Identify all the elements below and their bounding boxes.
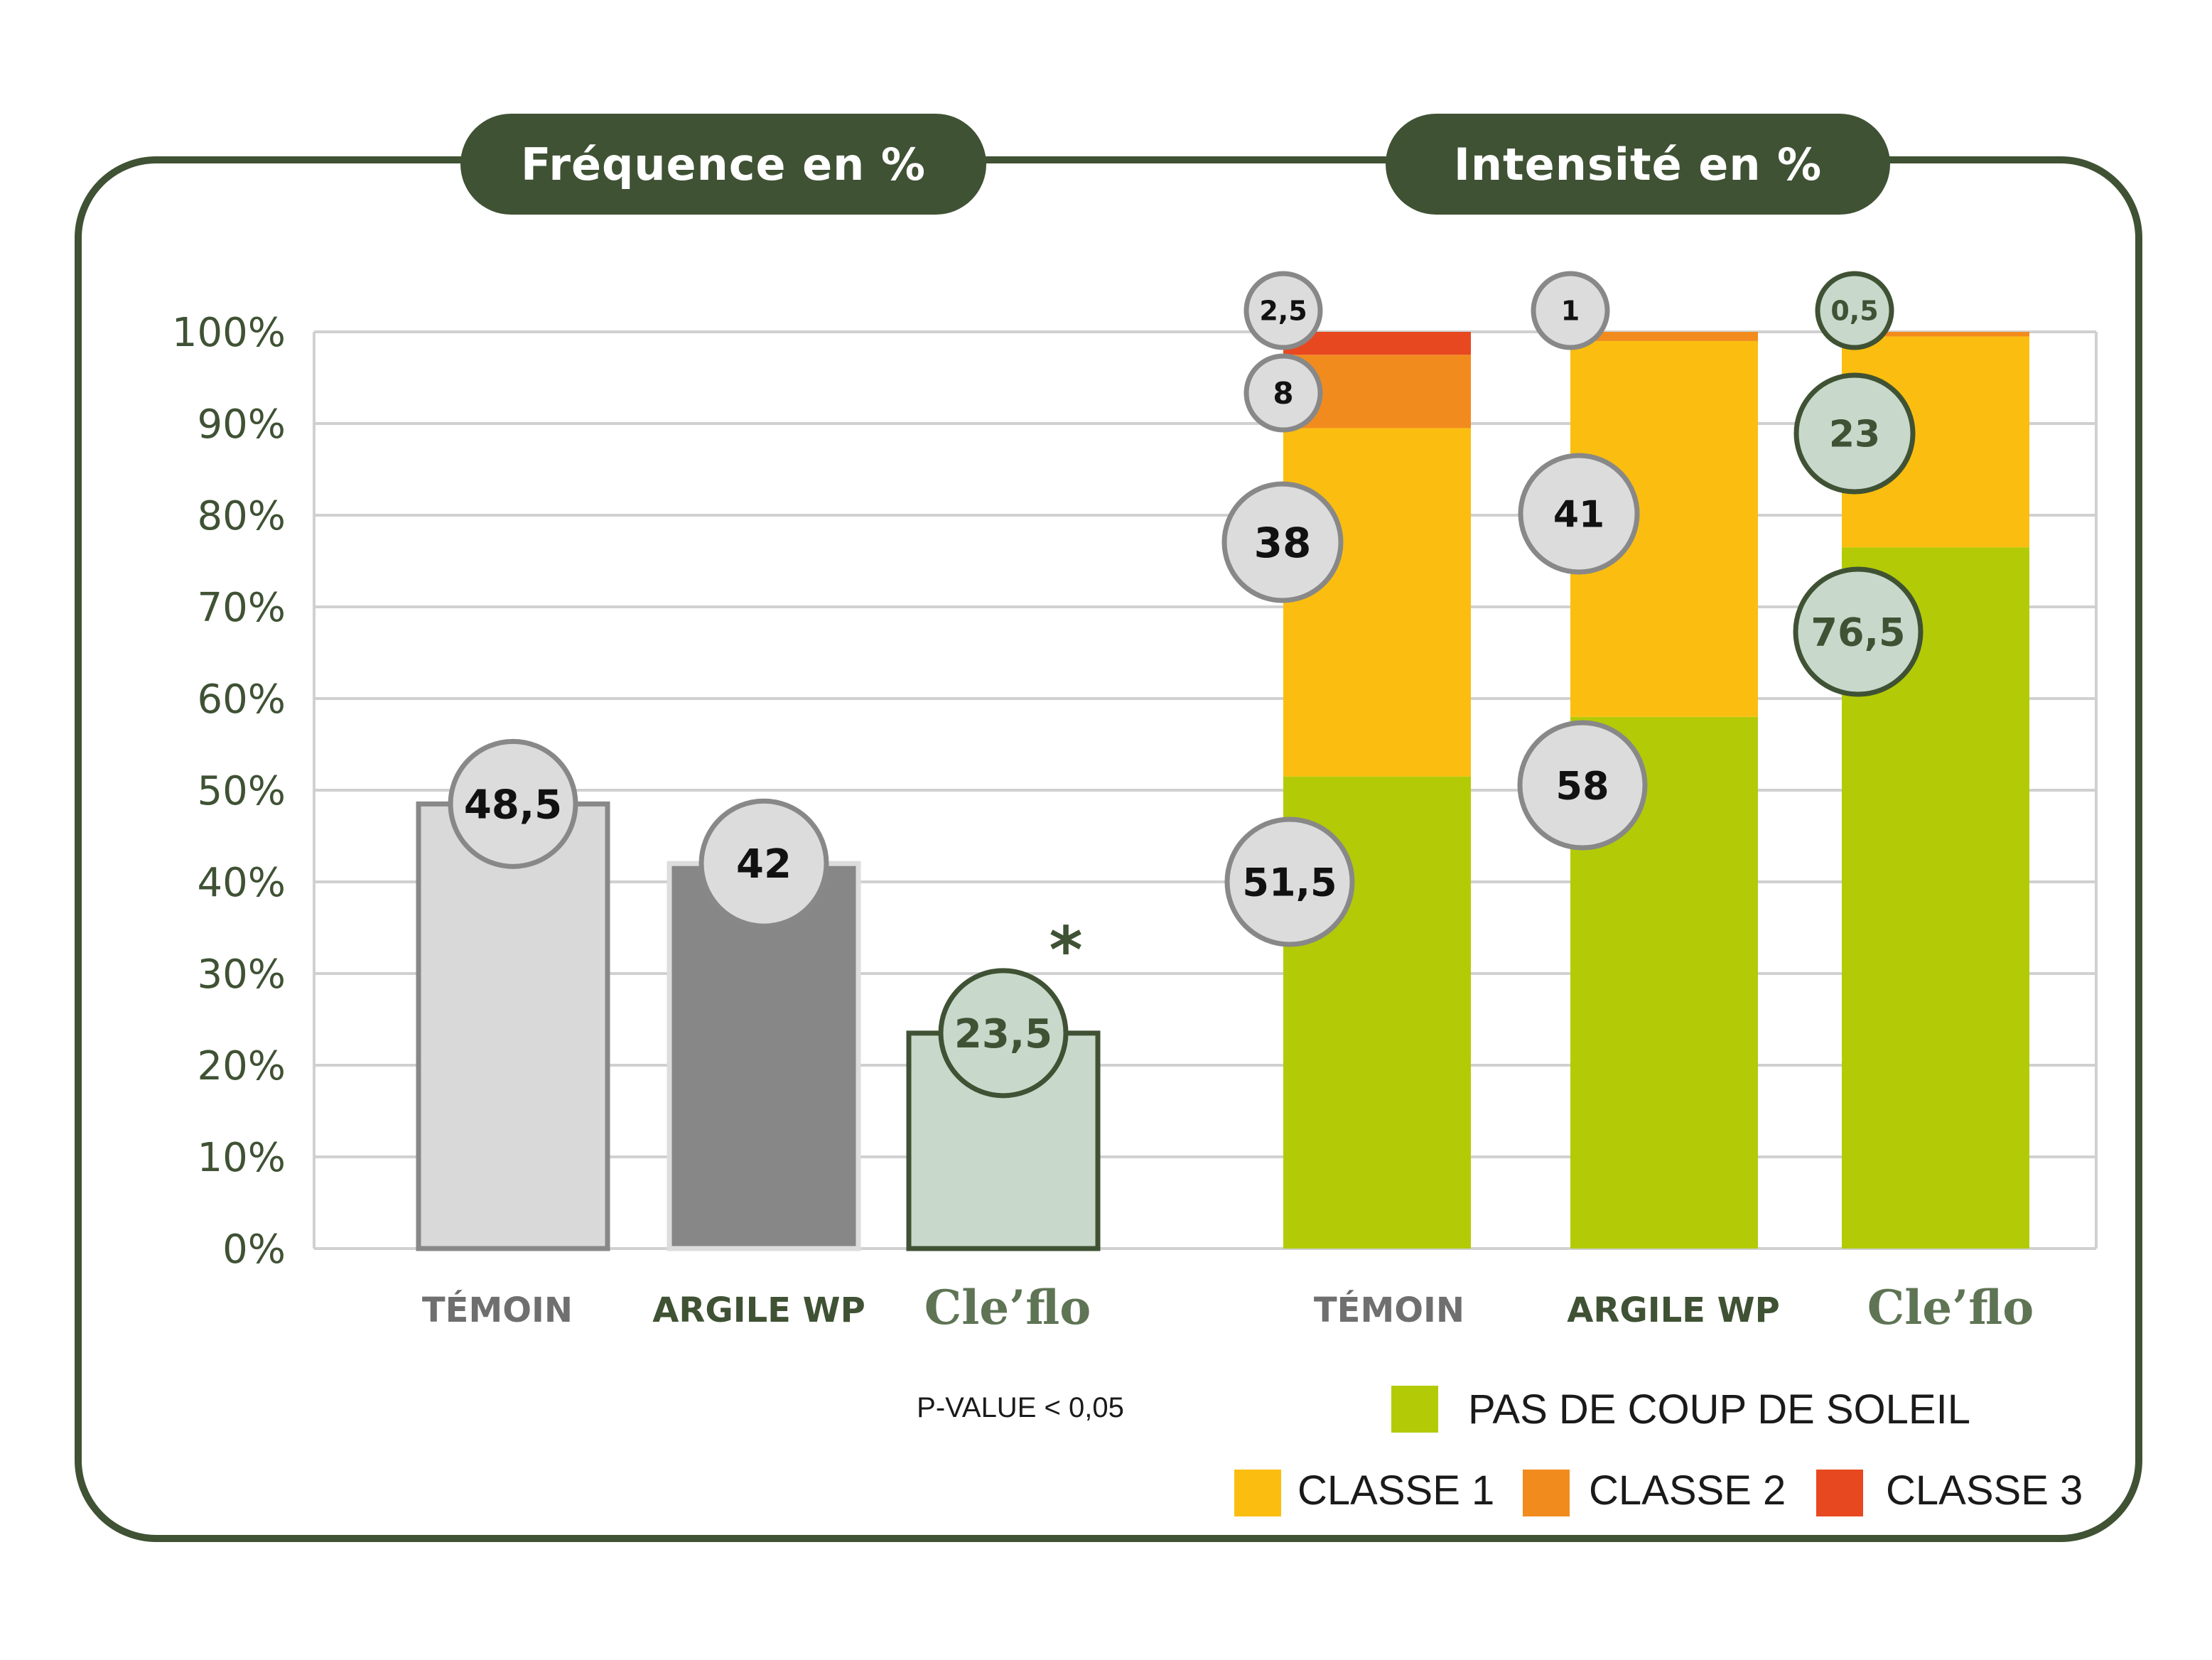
frequency-value-badge — [938, 968, 1069, 1099]
frequency-chart: 48,5 42 23,5 * — [416, 738, 1101, 1251]
y-tick-label: 100% — [172, 310, 286, 356]
y-tick-label: 50% — [198, 768, 286, 814]
y-tick-label: 10% — [198, 1135, 286, 1181]
intensity-segment — [1283, 332, 1471, 355]
intensity-data-label: 8 — [1273, 376, 1293, 411]
y-tick-label: 70% — [198, 585, 286, 631]
intensity-data-label: 0,5 — [1830, 296, 1878, 327]
intensity-title-pill — [1386, 114, 1890, 215]
intensity-segment — [1283, 428, 1471, 777]
frequency-data-label: 48,5 — [464, 782, 562, 828]
intensity-value-badge — [1793, 372, 1916, 495]
y-tick-label: 90% — [198, 401, 286, 448]
legend-label: CLASSE 2 — [1589, 1467, 1786, 1514]
intensity-data-label: 1 — [1561, 296, 1580, 327]
y-tick-label: 0% — [222, 1227, 286, 1273]
intensity-value-badge — [1793, 566, 1924, 697]
legend-swatch — [1523, 1470, 1570, 1516]
legend-swatch — [1816, 1470, 1863, 1516]
intensity-segment — [1570, 332, 1758, 341]
intensity-value-badge — [1517, 720, 1648, 851]
frequency-title-pill — [460, 114, 986, 215]
intensity-data-label: 76,5 — [1811, 610, 1905, 654]
category-label: TÉMOIN — [1314, 1290, 1464, 1330]
y-tick-label: 20% — [198, 1043, 286, 1089]
legend-label: PAS DE COUP DE SOLEIL — [1468, 1386, 1970, 1433]
intensity-value-badge — [1531, 271, 1610, 350]
intensity-data-label: 58 — [1555, 763, 1609, 808]
y-tick-label: 60% — [198, 677, 286, 723]
category-label: ARGILE WP — [1567, 1290, 1780, 1330]
category-label: TÉMOIN — [422, 1290, 573, 1330]
category-labels: TÉMOIN ARGILE WP Cle’flo TÉMOIN ARGILE WP Cle… — [422, 1280, 2034, 1335]
category-label-brand: Cle’flo — [924, 1280, 1091, 1335]
significance-marker: * — [1049, 913, 1082, 988]
legend: PAS DE COUP DE SOLEIL CLASSE 1 CLASSE 2 CLA… — [1234, 1386, 2083, 1516]
frequency-bar — [416, 801, 610, 1251]
legend-label: CLASSE 1 — [1297, 1467, 1494, 1514]
legend-label: CLASSE 3 — [1886, 1467, 2083, 1514]
intensity-chart: 51,5 38 8 2,5 58 41 1 76,5 23 0,5 — [1221, 271, 2029, 1249]
frequency-value-badge — [448, 738, 578, 869]
y-tick-label: 80% — [198, 493, 286, 539]
intensity-data-label: 51,5 — [1242, 860, 1337, 905]
intensity-value-badge — [1221, 481, 1344, 603]
legend-swatch — [1391, 1386, 1438, 1433]
intensity-data-label: 41 — [1553, 494, 1604, 537]
intensity-data-label: 38 — [1254, 519, 1312, 567]
y-axis: 0% 10% 20% 30% 40% 50% 60% 70% 80% 90% 100% — [172, 310, 286, 1273]
intensity-data-label: 2,5 — [1259, 296, 1307, 327]
category-label: ARGILE WP — [652, 1290, 865, 1330]
frequency-title: Fréquence en % — [521, 139, 926, 190]
category-label-brand: Cle’flo — [1867, 1280, 2034, 1335]
intensity-value-badge — [1224, 816, 1355, 947]
frequency-data-label: 23,5 — [954, 1011, 1052, 1057]
legend-swatch — [1234, 1470, 1281, 1516]
intensity-data-label: 23 — [1829, 414, 1880, 456]
y-tick-label: 40% — [198, 860, 286, 906]
y-tick-label: 30% — [198, 952, 286, 998]
intensity-title: Intensité en % — [1454, 139, 1822, 190]
intensity-value-badge — [1518, 453, 1640, 575]
intensity-value-badge — [1243, 271, 1323, 350]
intensity-value-badge — [1243, 353, 1323, 433]
intensity-value-badge — [1815, 271, 1894, 350]
p-value-note: P-VALUE < 0,05 — [917, 1392, 1124, 1423]
frequency-data-label: 42 — [736, 841, 792, 888]
chart-frame — [75, 156, 2142, 1542]
frequency-value-badge — [698, 798, 829, 929]
intensity-segment — [1842, 332, 2029, 337]
